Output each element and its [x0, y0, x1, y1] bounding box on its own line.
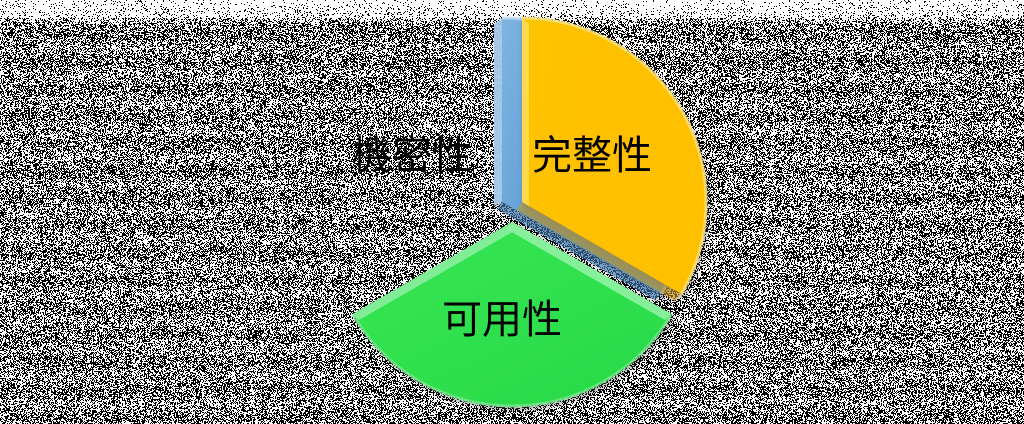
slice-bevel-green-right: [508, 222, 672, 320]
slice-bevel-yellow-top: [522, 18, 529, 206]
slice-rim-yellow: [521, 16, 708, 295]
slice-bevel-blue-bottom: [497, 202, 662, 300]
slice-bevel-green-left: [352, 222, 516, 320]
pie-slice-integrity[interactable]: [517, 16, 708, 301]
slice-bevel-yellow-bottom: [517, 202, 682, 301]
slice-rim-green: [351, 313, 673, 408]
pie-slice-availability[interactable]: [351, 222, 673, 408]
slice-label-confidentiality: 機密性: [352, 133, 472, 179]
slice-bevel-blue-top: [494, 18, 502, 206]
slice-body-yellow: [522, 18, 707, 294]
slice-label-integrity: 完整性: [532, 133, 652, 179]
slice-label-availability: 可用性: [442, 297, 562, 343]
